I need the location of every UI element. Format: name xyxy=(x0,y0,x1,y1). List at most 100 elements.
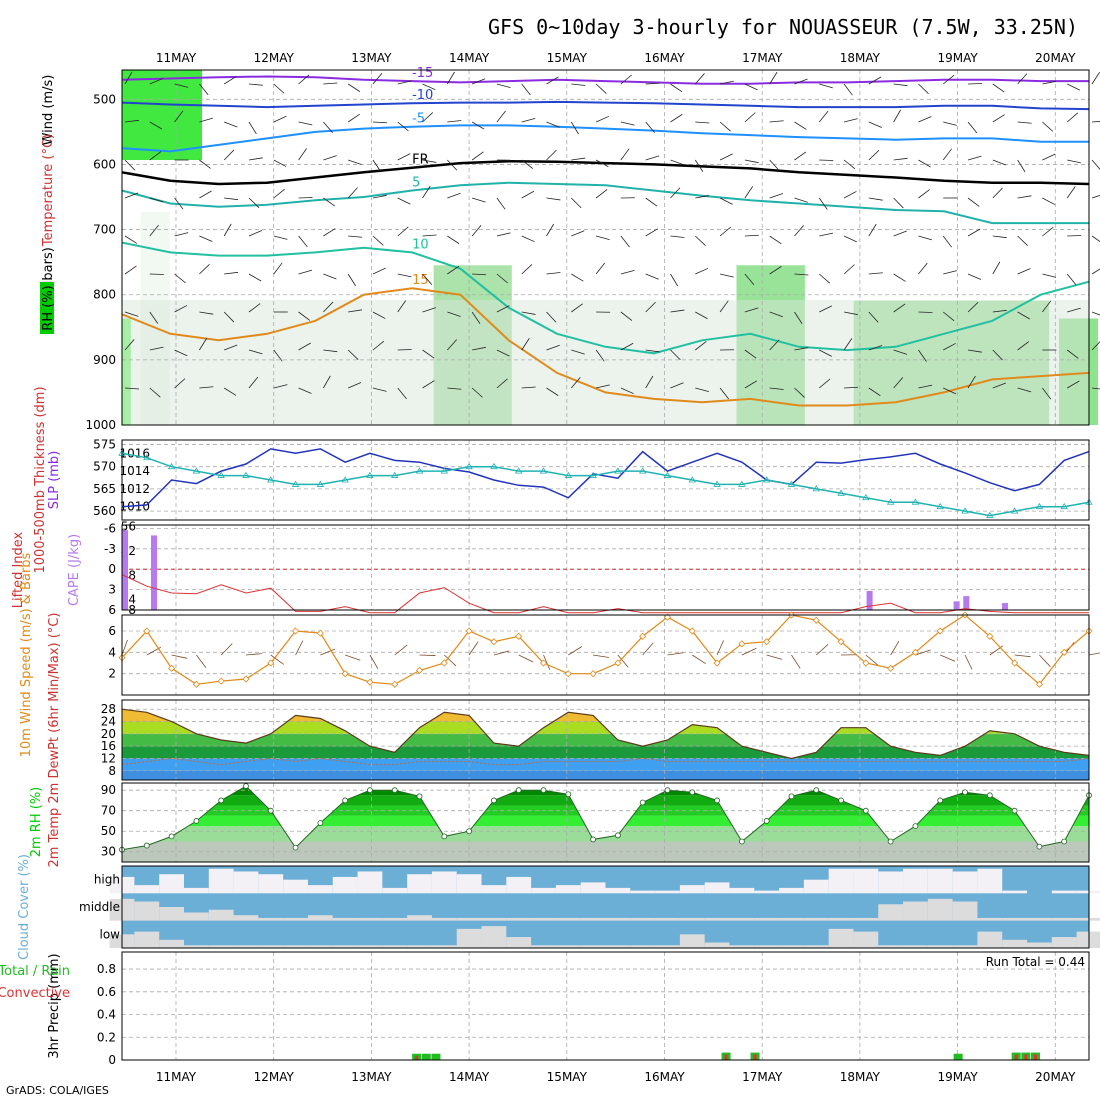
wind-barb xyxy=(595,159,609,168)
wind-barb xyxy=(992,187,1003,199)
rh-point xyxy=(565,791,572,798)
thickness-point-marker xyxy=(1035,502,1044,510)
wind-barb xyxy=(224,197,239,201)
thickness-point-marker xyxy=(167,462,176,470)
wind-barb xyxy=(893,349,908,355)
temperature-legend-label: Temperature (°C) xyxy=(41,134,56,247)
lifted-index-tick-label: 6 xyxy=(108,603,116,617)
cloud-fraction-bar xyxy=(382,887,408,894)
wind-barb xyxy=(422,307,436,313)
cloud-fraction-bar xyxy=(183,912,209,921)
surface-wind-barb xyxy=(518,654,534,663)
pressure-tick-label: 900 xyxy=(93,353,116,367)
wind-barb xyxy=(298,148,307,161)
cloud-fraction-bar xyxy=(927,945,953,948)
wind-barb xyxy=(918,262,928,275)
thickness-point-marker xyxy=(787,480,796,487)
wind-speed-marker xyxy=(589,670,597,678)
wind-barb xyxy=(273,188,285,199)
cloud-fraction-bar xyxy=(456,874,482,894)
wind-speed-marker xyxy=(887,664,895,672)
wind-barb xyxy=(893,197,904,209)
thickness-point-marker xyxy=(812,485,820,492)
wind-barb xyxy=(844,386,859,389)
wind-barb xyxy=(645,228,658,237)
rh-point xyxy=(639,799,646,806)
wind-barb xyxy=(868,197,883,201)
wind-barb xyxy=(571,157,586,161)
cloud-fraction-bar xyxy=(878,871,904,894)
cape-frame xyxy=(121,524,1090,611)
precip-panel: 0 0.2 0.4 0.6 0.8 Run Total = 0.44 3hr Precip … xyxy=(0,951,1090,1067)
cloud-fraction-bar xyxy=(382,945,408,948)
wind-barb xyxy=(323,273,337,280)
cloud-fraction-bar xyxy=(357,945,383,948)
thickness-point-marker xyxy=(762,476,771,483)
precip-convective-bar xyxy=(724,1054,728,1060)
cloud-frame xyxy=(121,865,1090,949)
wind-barb xyxy=(422,112,434,123)
wind-barb xyxy=(868,272,883,275)
rh-tick-label: 90 xyxy=(101,783,116,797)
wind-barb xyxy=(422,380,435,389)
temperature-band xyxy=(122,709,1089,722)
wind-barb xyxy=(819,305,833,313)
wind-barb xyxy=(943,387,957,395)
wind-barb xyxy=(372,340,385,351)
wind-legend-label: Wind (m/s) xyxy=(41,75,56,146)
rh-point xyxy=(887,838,894,845)
pressure-tick-label: 600 xyxy=(93,157,116,171)
cloud-fraction-bar xyxy=(1027,917,1052,921)
wind-speed-marker xyxy=(688,627,696,635)
thickness-point-marker xyxy=(366,471,374,478)
rh-point xyxy=(515,787,522,794)
wind-barb xyxy=(1091,341,1100,351)
precip-tick-label: 0.2 xyxy=(97,1030,116,1044)
wind-barb xyxy=(124,159,136,171)
wind-barb xyxy=(918,116,932,123)
wind-barb xyxy=(248,83,263,86)
wind-speed-line xyxy=(121,614,1090,686)
wind-speed-marker xyxy=(1011,659,1019,667)
cloud-fraction-bar xyxy=(630,890,656,894)
wind-barb xyxy=(174,349,188,357)
bottom-day-tick-label: 11MAY xyxy=(156,1070,197,1084)
temp-frame xyxy=(121,699,1090,781)
cloud-fraction-bar xyxy=(307,915,333,921)
wind-barb xyxy=(347,83,361,92)
thickness-point-marker xyxy=(440,467,449,474)
wind-barb xyxy=(769,193,784,199)
wind-barb xyxy=(595,83,607,94)
precip-frame xyxy=(121,951,1090,1061)
cape-bar xyxy=(953,601,960,610)
temperature-tick-label: 8 xyxy=(108,764,116,778)
wind-barb xyxy=(447,265,460,275)
thickness-point-marker xyxy=(1010,507,1019,514)
cloud-fraction-bar xyxy=(729,945,755,948)
isotherm-label: -15 xyxy=(412,66,433,81)
surface-wind-barb xyxy=(1014,654,1031,658)
cloud-fraction-bar xyxy=(555,885,581,894)
wind-barb xyxy=(695,235,706,246)
isotherm-line xyxy=(121,100,1090,111)
thickness-point-marker xyxy=(291,480,300,487)
wind-speed-marker xyxy=(639,632,647,640)
wind-barb xyxy=(496,349,510,357)
cloud-fraction-bar xyxy=(506,917,532,921)
wind-barb xyxy=(719,197,733,205)
rh-point xyxy=(986,792,993,799)
wind-barb xyxy=(124,265,137,275)
wind-barb xyxy=(273,235,288,240)
rh2m-panel: 30 50 70 90 2m RH (%) xyxy=(29,782,1092,863)
wind-barb xyxy=(967,121,978,134)
cloud-fraction-bar xyxy=(1002,917,1028,921)
wind-barb xyxy=(620,311,633,321)
wind-barb xyxy=(992,114,1005,123)
wind-barb xyxy=(496,232,511,237)
wind-barb xyxy=(397,197,411,205)
thickness-tick-label: 565 xyxy=(93,482,116,496)
cloud-fraction-bar xyxy=(332,945,358,948)
wind-barb xyxy=(695,387,709,393)
wind-speed-marker xyxy=(341,670,349,678)
precip-total-bar xyxy=(431,1053,441,1060)
